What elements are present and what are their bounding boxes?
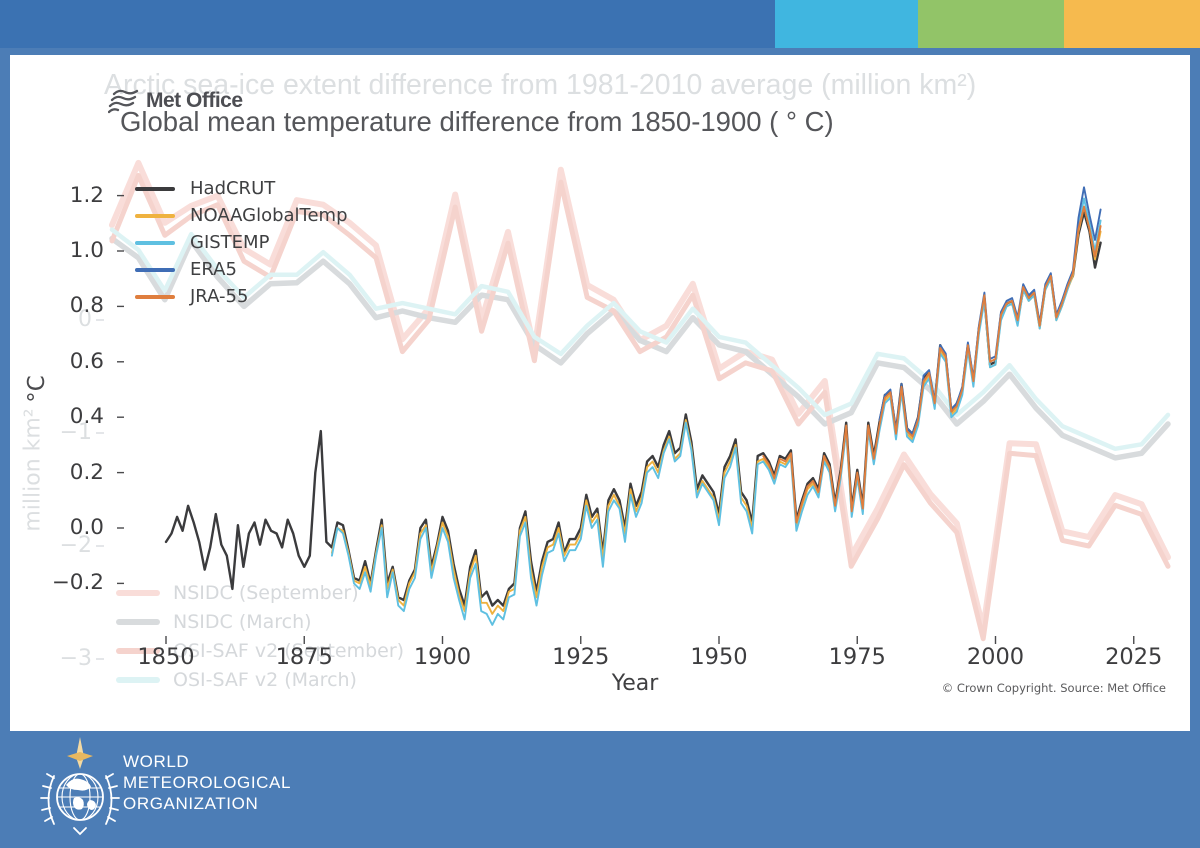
- ghost-legend-label: NSIDC (March): [173, 611, 312, 633]
- x-tick-label: 2000: [966, 644, 1025, 670]
- ghost-series-line-osi-saf-v2-march-: [109, 227, 1171, 452]
- ghost-legend-swatch: [116, 590, 160, 596]
- ghost-legend-item-osi-saf-v2-march-: OSI-SAF v2 (March): [116, 667, 357, 693]
- x-tick-label: 2025: [1105, 644, 1163, 670]
- legend-swatch: [135, 268, 175, 272]
- x-tick-label: 1925: [552, 644, 610, 670]
- chart-card: Arctic sea-ice extent difference from 19…: [10, 55, 1190, 731]
- ghost-legend-swatch: [116, 677, 160, 683]
- ghost-y-tick-label: 0: [78, 307, 92, 332]
- ghost-y-tick-label: −1: [59, 420, 92, 445]
- banner-segment-green: [918, 0, 1064, 48]
- legend-label: HadCRUT: [190, 178, 276, 199]
- copyright-note: © Crown Copyright. Source: Met Office: [941, 681, 1166, 695]
- legend-label: ERA5: [190, 259, 237, 280]
- series-line-gistemp: [330, 197, 1102, 626]
- x-tick-label: 1875: [275, 644, 333, 670]
- legend-item-hadcrut: HadCRUT: [135, 177, 275, 201]
- y-tick-label: 0.0: [69, 515, 104, 540]
- laurel-wreath-icon: [40, 773, 120, 836]
- ghost-legend-item-nsidc-march-: NSIDC (March): [116, 609, 312, 635]
- ghost-legend-swatch: [116, 648, 160, 654]
- banner-segment-cyan: [775, 0, 918, 48]
- wmo-line-2: METEOROLOGICAL: [123, 773, 292, 792]
- series-line-jra-55: [762, 205, 1102, 524]
- wmo-line-3: ORGANIZATION: [123, 794, 259, 813]
- ghost-title-sea-ice: Arctic sea-ice extent difference from 19…: [104, 69, 977, 101]
- wmo-emblem: [40, 737, 120, 836]
- wmo-wordmark: WORLD METEOROLOGICAL ORGANIZATION: [123, 751, 291, 814]
- legend-swatch: [135, 241, 175, 245]
- y-tick-label: 0.4: [69, 404, 104, 430]
- ghost-legend-label: OSI-SAF v2 (September): [173, 640, 405, 662]
- met-office-wordmark: Met Office: [146, 89, 243, 112]
- wmo-line-1: WORLD: [123, 752, 190, 771]
- ghost-tick-mark: [96, 658, 104, 660]
- chart-title: Global mean temperature difference from …: [120, 106, 834, 137]
- y-tick-label: 0.2: [69, 459, 104, 485]
- legend-item-jra-55: JRA-55: [135, 285, 248, 309]
- top-banner: [0, 0, 1200, 48]
- ghost-tick-mark: [96, 545, 104, 547]
- ghost-series-line-nsidc-september-: [109, 159, 1171, 632]
- series-line-noaaglobaltemp: [330, 205, 1102, 615]
- y-tick-label: 0.8: [69, 293, 104, 319]
- ghost-series-line-osi-saf-v2-september-: [109, 172, 1171, 642]
- legend-label: GISTEMP: [190, 232, 270, 253]
- legend-label: JRA-55: [190, 286, 249, 307]
- legend-label: NOAAGlobalTemp: [190, 205, 348, 226]
- ghost-y-tick-label: −3: [59, 646, 92, 671]
- y-tick-label: −0.2: [51, 570, 104, 596]
- met-office-waves-icon: [108, 89, 139, 114]
- x-axis-title: Year: [611, 671, 659, 696]
- y-tick-label: 0.6: [69, 348, 104, 374]
- x-tick-label: 1900: [413, 644, 472, 670]
- legend-swatch: [135, 187, 175, 191]
- ghost-y-tick-label: −2: [59, 533, 92, 558]
- legend-item-noaaglobaltemp: NOAAGlobalTemp: [135, 204, 348, 228]
- ghost-legend-label: OSI-SAF v2 (March): [173, 669, 357, 691]
- met-office-logo: Met Office: [108, 88, 243, 114]
- banner-segment-blue: [0, 0, 775, 48]
- ghost-legend-label: NSIDC (September): [173, 582, 359, 604]
- continents: [66, 778, 96, 810]
- ghost-legend-item-nsidc-september-: NSIDC (September): [116, 580, 359, 606]
- ghost-tick-mark: [96, 319, 104, 321]
- x-tick-label: 1950: [690, 644, 748, 670]
- legend-item-gistemp: GISTEMP: [135, 231, 269, 255]
- y-axis-title: °C: [24, 375, 50, 403]
- legend-swatch: [135, 295, 175, 299]
- ghost-legend-item-osi-saf-v2-september-: OSI-SAF v2 (September): [116, 638, 404, 664]
- legend-item-era5: ERA5: [135, 258, 237, 282]
- star-cross-icon: [67, 752, 93, 761]
- y-tick-label: 1.0: [69, 238, 104, 263]
- x-tick-label: 1975: [828, 644, 886, 670]
- chart-plot-area: [109, 159, 1171, 644]
- legend-swatch: [135, 214, 175, 218]
- ghost-legend-swatch: [116, 619, 160, 625]
- ghost-tick-mark: [96, 432, 104, 434]
- ghost-series-line-nsidc-march-: [109, 235, 1171, 461]
- y-tick-label: 1.2: [69, 182, 104, 208]
- banner-segment-orange: [1064, 0, 1200, 48]
- x-tick-label: 1850: [137, 644, 195, 670]
